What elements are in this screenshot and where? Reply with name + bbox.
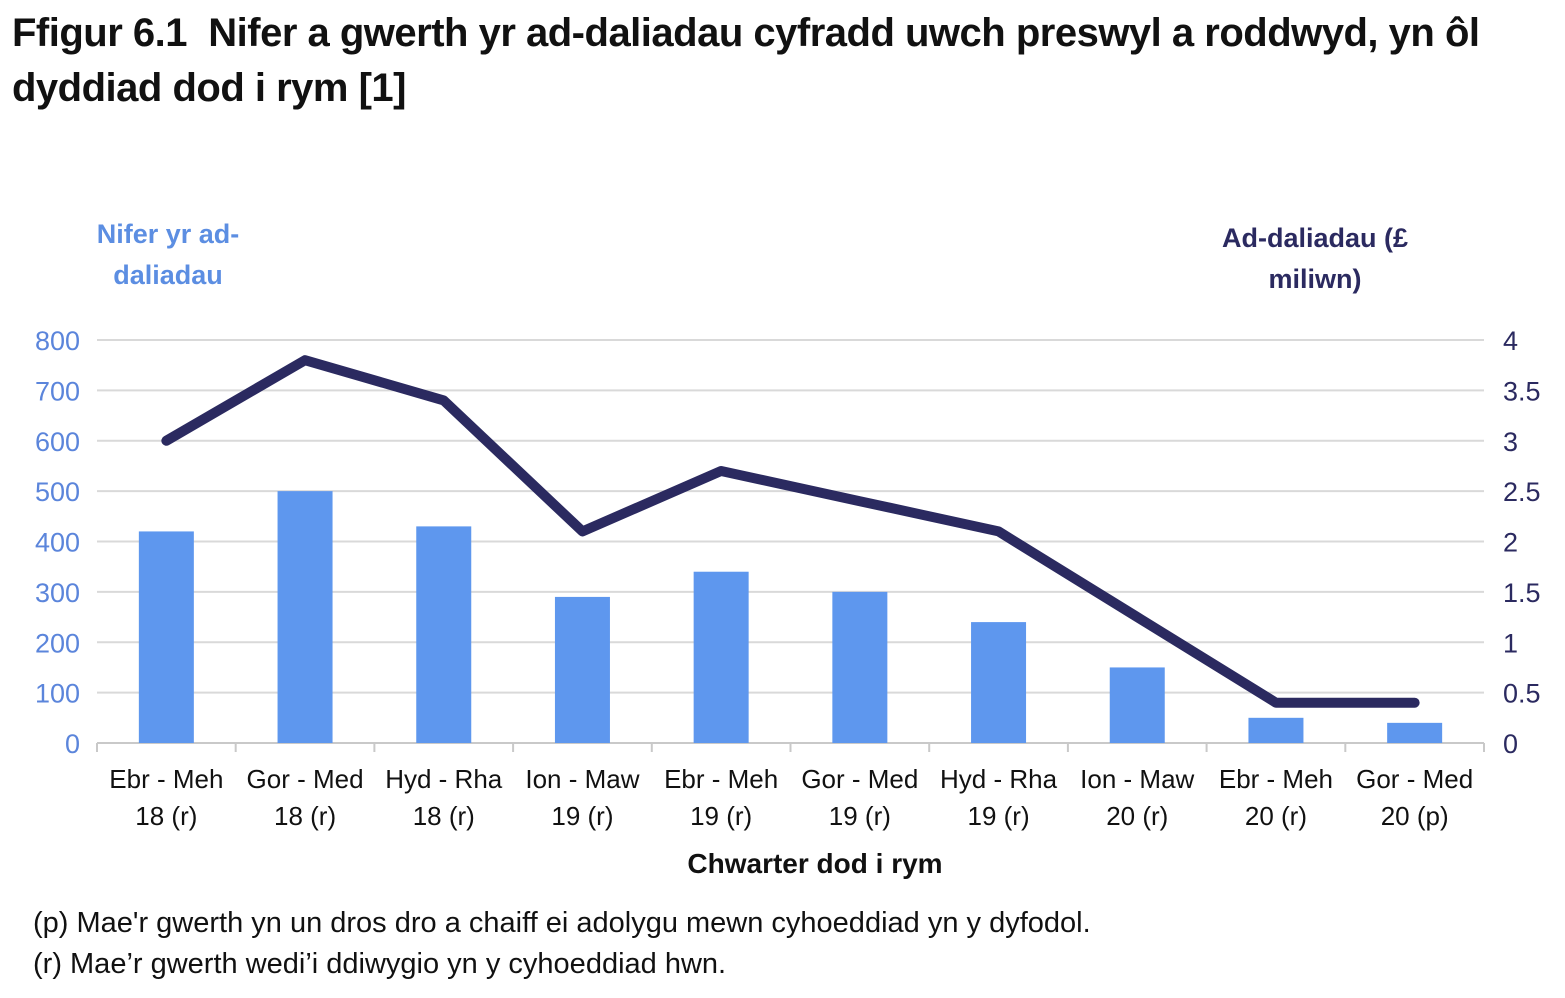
right-axis-title-line2: miliwn)	[1268, 263, 1362, 294]
category-label-line1: Ion - Maw	[1080, 764, 1194, 794]
category-label-line2: 19 (r)	[551, 801, 613, 831]
right-tick-label: 0	[1503, 729, 1518, 759]
left-tick-label: 700	[35, 376, 80, 406]
right-tick-label: 1.5	[1503, 578, 1541, 608]
x-axis-title: Chwarter dod i rym	[687, 848, 943, 879]
right-axis-title: Ad-daliadau (£ miliwn)	[1182, 218, 1448, 299]
chart-title: Ffigur 6.1 Nifer a gwerth yr ad-daliadau…	[12, 11, 1491, 111]
left-tick-label: 500	[35, 477, 80, 507]
right-tick-label: 0.5	[1503, 679, 1541, 709]
category-label-line1: Ebr - Meh	[1219, 764, 1333, 794]
category-label-line1: Ebr - Meh	[664, 764, 778, 794]
bar	[832, 591, 888, 743]
category-label-line2: 18 (r)	[413, 801, 475, 831]
bar	[1248, 717, 1304, 743]
bar	[1109, 667, 1165, 743]
category-label-line1: Gor - Med	[801, 764, 918, 794]
category-label-line2: 20 (p)	[1381, 801, 1449, 831]
footnotes: (p) Mae'r gwerth yn un dros dro a chaiff…	[33, 903, 1553, 985]
category-label-line2: 19 (r)	[690, 801, 752, 831]
left-tick-label: 100	[35, 679, 80, 709]
chart-area: 0 100 200 300 400 500 600 700 800 0 0.5 1 1.5 2 2.5 3 3.…	[0, 320, 1565, 840]
category-label-line1: Gor - Med	[1356, 764, 1473, 794]
category-label-line1: Ebr - Meh	[109, 764, 223, 794]
category-label-line2: 18 (r)	[274, 801, 336, 831]
right-tick-label: 1	[1503, 628, 1518, 658]
bar	[693, 571, 749, 743]
right-tick-label: 2	[1503, 528, 1518, 558]
category-label-line2: 19 (r)	[967, 801, 1029, 831]
category-label-line1: Hyd - Rha	[940, 764, 1058, 794]
category-label-line1: Gor - Med	[247, 764, 364, 794]
footnote-r: (r) Mae’r gwerth wedi’i ddiwygio yn y cy…	[33, 948, 727, 981]
right-tick-label: 3.5	[1503, 376, 1541, 406]
category-label-line1: Ion - Maw	[525, 764, 639, 794]
left-tick-label: 0	[65, 729, 80, 759]
category-label-line2: 20 (r)	[1245, 801, 1307, 831]
right-axis-title-line1: Ad-daliadau (£	[1221, 223, 1409, 253]
category-label-line2: 20 (r)	[1106, 801, 1168, 831]
category-label-line1: Hyd - Rha	[385, 764, 503, 794]
right-tick-label: 2.5	[1503, 477, 1541, 507]
bar	[277, 491, 333, 743]
right-tick-label: 4	[1503, 326, 1518, 356]
footnote-p: (p) Mae'r gwerth yn un dros dro a chaiff…	[33, 907, 1091, 939]
bar	[416, 526, 472, 743]
category-label-line2: 18 (r)	[135, 801, 197, 831]
bar	[1387, 722, 1443, 743]
left-axis-title: Nifer yr ad- daliadau	[58, 214, 278, 295]
value-line	[161, 355, 1420, 708]
left-tick-label: 600	[35, 427, 80, 457]
left-tick-label: 200	[35, 628, 80, 658]
left-tick-label: 800	[35, 326, 80, 356]
bar	[971, 622, 1027, 743]
left-tick-label: 300	[35, 578, 80, 608]
left-axis-title-line2: daliadau	[113, 259, 223, 290]
left-tick-label: 400	[35, 528, 80, 558]
category-label-line2: 19 (r)	[829, 801, 891, 831]
right-tick-label: 3	[1503, 427, 1518, 457]
left-axis-title-line1: Nifer yr ad-	[96, 219, 240, 249]
chart-canvas: 0 100 200 300 400 500 600 700 800 0 0.5 1 1.5 2 2.5 3 3.…	[35, 326, 1541, 831]
bar	[554, 596, 610, 743]
bar	[138, 531, 194, 743]
